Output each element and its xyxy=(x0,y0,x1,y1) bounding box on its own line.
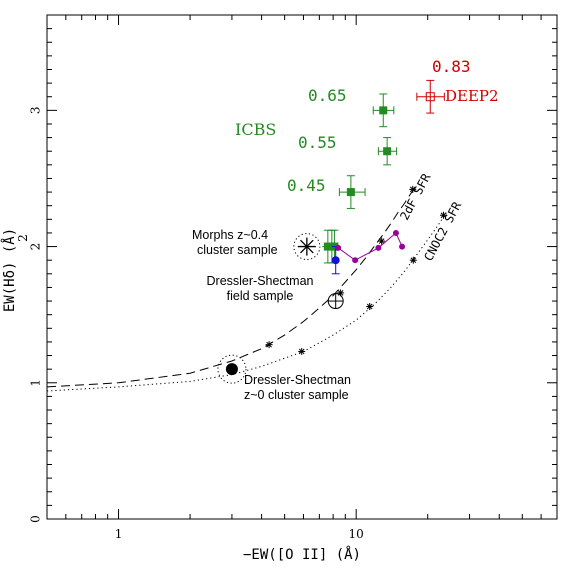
curve-star-marker xyxy=(378,237,386,245)
curve-star-marker xyxy=(265,341,273,349)
curves-group xyxy=(46,185,447,392)
curve-star-marker xyxy=(439,211,447,219)
deep2-label: DEEP2 xyxy=(445,87,499,105)
markers-group xyxy=(217,79,445,384)
icbs-label: ICBS xyxy=(235,120,276,139)
morphs-star-marker xyxy=(297,237,316,256)
purple-track-point xyxy=(392,229,399,236)
curve-cnoc2-sfr xyxy=(46,212,447,392)
deep2-marker xyxy=(425,92,435,102)
star-ray xyxy=(366,303,373,310)
purple-track-line xyxy=(337,232,403,261)
x-tick-label: 10 xyxy=(349,527,364,541)
y-tick-label: 0 xyxy=(29,515,43,523)
star-ray xyxy=(378,238,385,244)
icbs-redshift-label: 0.45 xyxy=(287,176,326,195)
curve-label-2df: 2dF SFR xyxy=(397,170,433,222)
ref-label-ds-field: field sample xyxy=(227,289,294,303)
blue-point-marker xyxy=(331,256,340,265)
curve-label-cnoc2: CNOC2 SFR xyxy=(421,199,464,264)
x-axis-title: −EW([O II] (Å) xyxy=(243,546,361,563)
curve-2df-sfr xyxy=(46,185,418,388)
ref-label-ds-cluster: Dressler-Shectman xyxy=(244,373,351,387)
purple-track-point xyxy=(352,257,359,264)
star-ray xyxy=(409,186,416,193)
icbs-point-marker xyxy=(383,147,392,156)
morphs-dotted-circle xyxy=(293,233,321,261)
ref-label-ds-cluster: z~0 cluster sample xyxy=(244,388,349,402)
star-ray xyxy=(266,341,272,348)
curve-star-marker xyxy=(298,347,306,355)
icbs-point-marker xyxy=(379,106,388,115)
x-tick-label: 1 xyxy=(115,527,123,541)
ds-cluster-dotted-circle xyxy=(217,354,247,384)
y-axis-subscript: 2 xyxy=(16,234,30,242)
star-ray xyxy=(298,348,305,355)
deep2-redshift-label: 0.83 xyxy=(432,57,471,76)
icbs-point-marker xyxy=(346,188,355,197)
ds-cluster-marker xyxy=(225,363,238,376)
plot-frame xyxy=(46,14,558,520)
purple-track-point xyxy=(375,244,382,251)
curve-star-marker xyxy=(409,256,417,264)
icbs-redshift-label: 0.55 xyxy=(298,133,337,152)
purple-track-point xyxy=(399,243,406,250)
deep2-errorbars xyxy=(416,79,445,114)
purple-track-point xyxy=(335,244,342,251)
y-tick-label: 1 xyxy=(29,379,43,387)
curve-star-marker xyxy=(337,289,345,297)
y-tick-label: 2 xyxy=(29,243,43,251)
star-ray xyxy=(410,257,417,264)
icbs-redshift-label: 0.65 xyxy=(308,86,347,105)
curve-star-marker xyxy=(409,185,417,193)
y-axis-title: EW(Hδ) (Å) xyxy=(1,228,18,312)
curve-star-marker xyxy=(366,303,374,311)
ref-label-morphs: Morphs z~0.4 xyxy=(192,228,268,242)
y-tick-label: 3 xyxy=(29,107,43,115)
star-ray xyxy=(440,212,447,219)
star-ray xyxy=(300,239,314,254)
ref-label-ds-field: Dressler-Shectman xyxy=(207,274,314,288)
ref-label-morphs: cluster sample xyxy=(197,243,278,257)
